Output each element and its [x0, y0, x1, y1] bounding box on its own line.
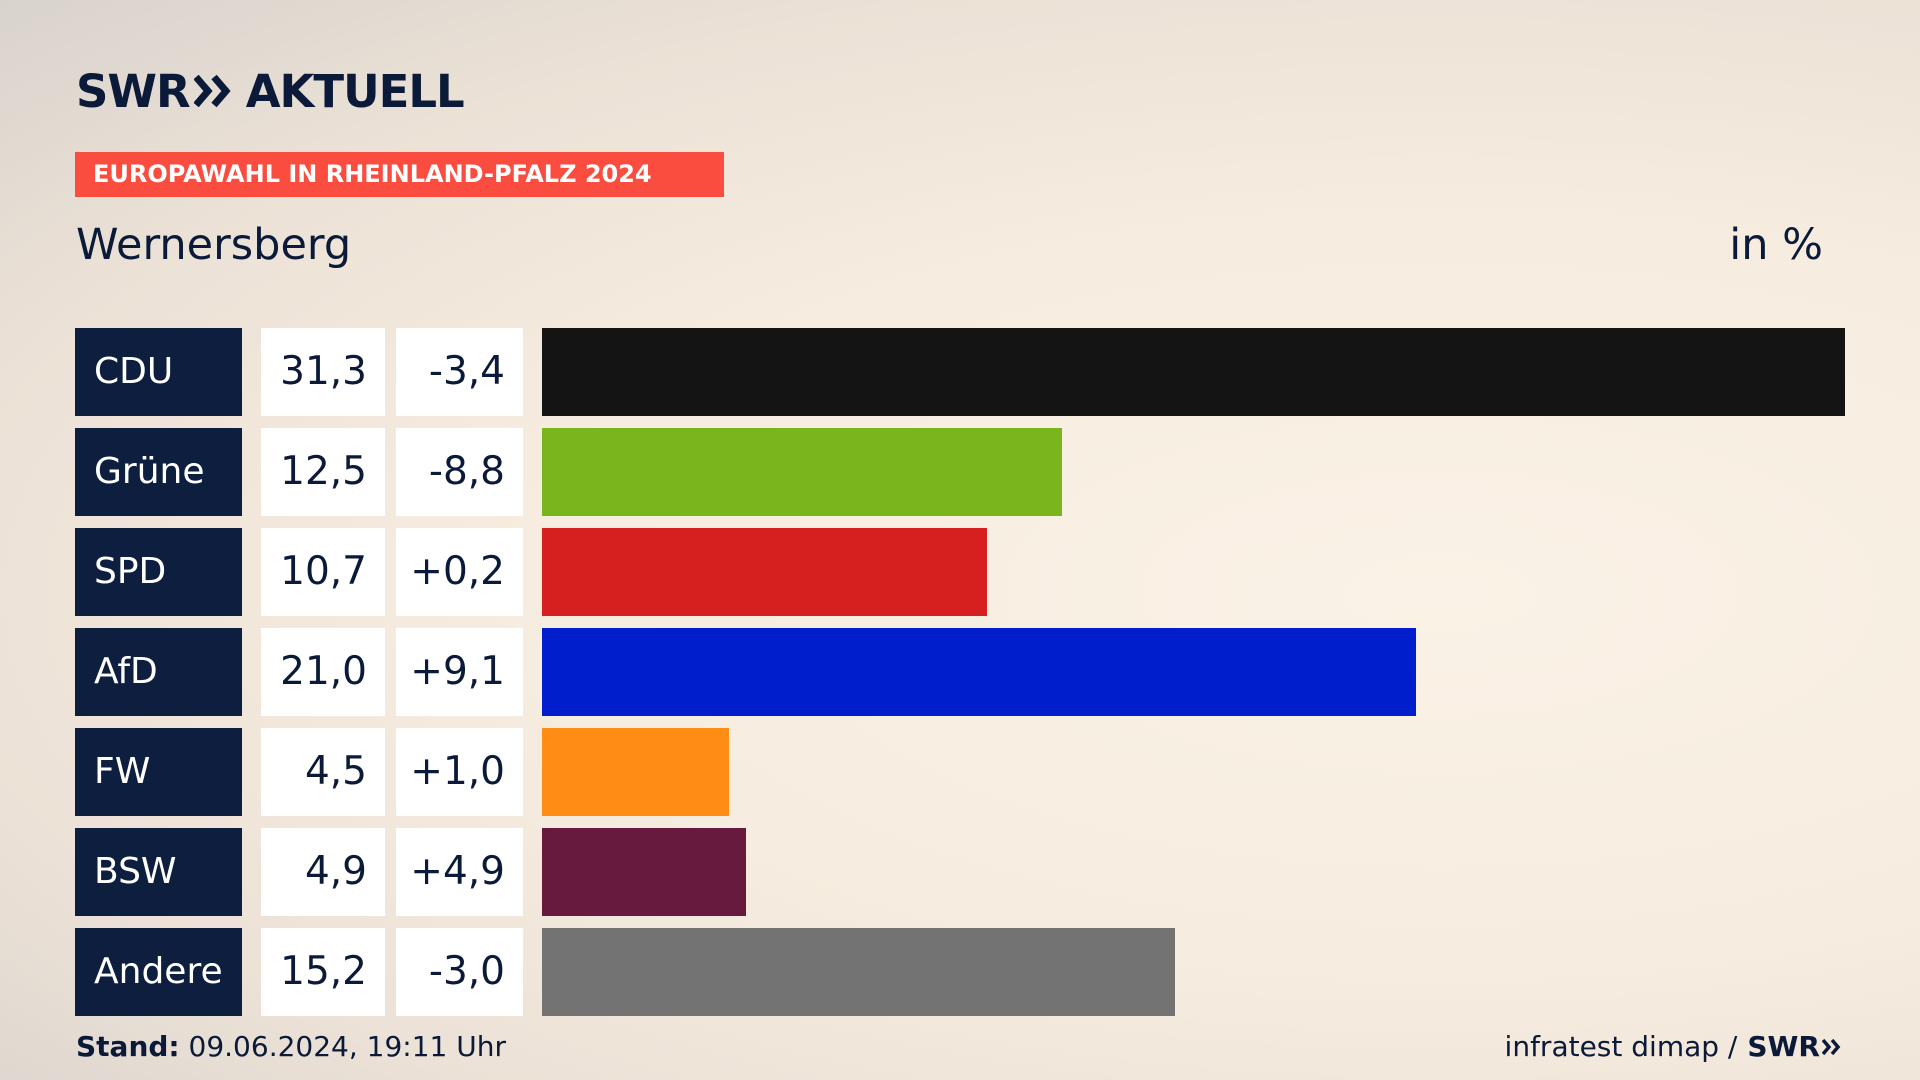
chevron-double-icon [1822, 1038, 1841, 1055]
swr-mini-logo: SWR [1747, 1030, 1844, 1063]
result-bar [542, 728, 729, 816]
vote-share-label: 4,9 [261, 828, 385, 916]
vote-share-label: 21,0 [261, 628, 385, 716]
result-bar [542, 828, 746, 916]
result-row: CDU 31,3 -3,4 [75, 328, 1845, 416]
source-text: infratest dimap / [1504, 1030, 1738, 1063]
party-label: FW [75, 728, 242, 816]
result-bar [542, 928, 1175, 1016]
unit-label: in % [1729, 220, 1823, 270]
vote-share-label: 10,7 [261, 528, 385, 616]
change-label: -8,8 [396, 428, 523, 516]
change-label: +9,1 [396, 628, 523, 716]
result-row: Grüne 12,5 -8,8 [75, 428, 1845, 516]
result-bar [542, 528, 987, 616]
vote-share-label: 31,3 [261, 328, 385, 416]
source-credit: infratest dimap / SWR [1505, 1030, 1844, 1063]
party-label: Andere [75, 928, 242, 1016]
stand-value: 09.06.2024, 19:11 Uhr [188, 1030, 506, 1063]
change-label: +1,0 [396, 728, 523, 816]
election-banner: EUROPAWAHL IN RHEINLAND-PFALZ 2024 [75, 152, 724, 197]
vote-share-label: 12,5 [261, 428, 385, 516]
chevron-double-icon [193, 73, 236, 109]
vote-share-label: 4,5 [261, 728, 385, 816]
change-label: -3,4 [396, 328, 523, 416]
swr-aktuell-logo: SWR AKTUELL [76, 64, 465, 118]
result-row: FW 4,5 +1,0 [75, 728, 1845, 816]
change-label: +4,9 [396, 828, 523, 916]
party-label: AfD [75, 628, 242, 716]
party-label: BSW [75, 828, 242, 916]
stand-label: Stand: [76, 1030, 180, 1063]
change-label: +0,2 [396, 528, 523, 616]
result-row: Andere 15,2 -3,0 [75, 928, 1845, 1016]
vote-share-label: 15,2 [261, 928, 385, 1016]
result-bar [542, 628, 1416, 716]
region-title: Wernersberg [76, 220, 352, 270]
party-label: CDU [75, 328, 242, 416]
aktuell-logo-text: AKTUELL [245, 64, 465, 118]
result-row: BSW 4,9 +4,9 [75, 828, 1845, 916]
party-label: SPD [75, 528, 242, 616]
result-row: AfD 21,0 +9,1 [75, 628, 1845, 716]
timestamp: Stand: 09.06.2024, 19:11 Uhr [76, 1030, 506, 1063]
result-bar [542, 328, 1845, 416]
result-row: SPD 10,7 +0,2 [75, 528, 1845, 616]
swr-logo-text: SWR [76, 64, 191, 118]
change-label: -3,0 [396, 928, 523, 1016]
result-bar [542, 428, 1062, 516]
party-label: Grüne [75, 428, 242, 516]
swr-mini-logo-text: SWR [1747, 1030, 1820, 1063]
